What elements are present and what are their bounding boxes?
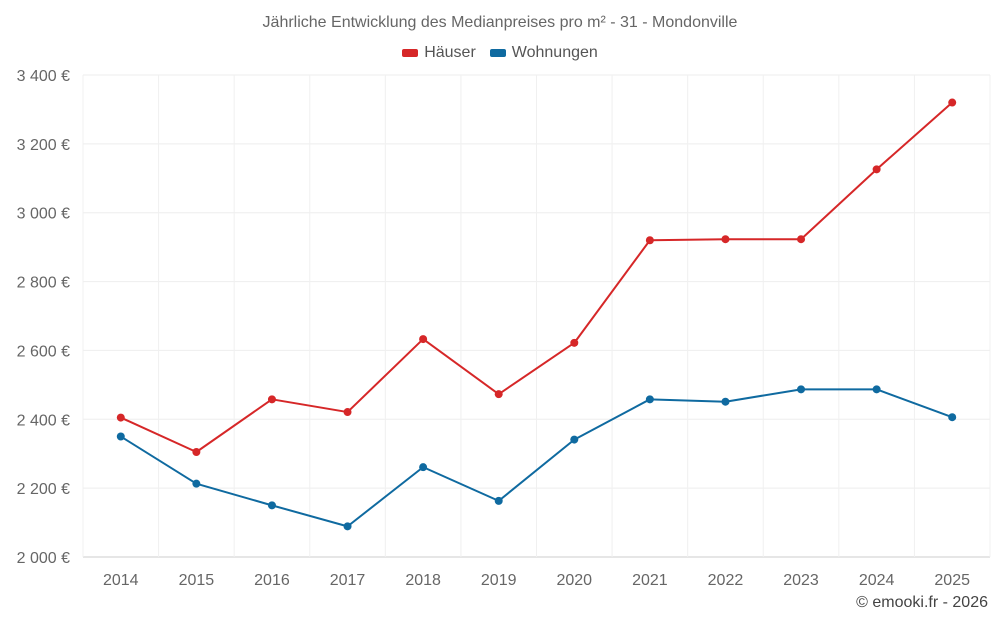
x-tick-label: 2016 bbox=[254, 572, 290, 589]
x-tick-label: 2017 bbox=[330, 572, 366, 589]
x-tick-label: 2025 bbox=[934, 572, 970, 589]
data-point-wohnungen bbox=[948, 413, 957, 422]
data-point-haeuser bbox=[721, 235, 730, 244]
data-point-haeuser bbox=[267, 395, 276, 404]
data-point-haeuser bbox=[570, 338, 579, 347]
series-line-haeuser bbox=[120, 101, 953, 453]
x-tick-label: 2018 bbox=[405, 572, 441, 589]
y-tick-label: 2 800 € bbox=[17, 275, 70, 292]
y-tick-label: 2 000 € bbox=[17, 550, 70, 567]
y-tick-label: 3 400 € bbox=[17, 68, 70, 85]
data-point-wohnungen bbox=[343, 522, 352, 531]
legend-swatch-wohnungen bbox=[489, 49, 506, 57]
legend-label-haeuser: Häuser bbox=[424, 44, 476, 61]
data-point-haeuser bbox=[645, 236, 654, 245]
data-point-wohnungen bbox=[267, 501, 276, 510]
data-point-wohnungen bbox=[419, 463, 428, 472]
x-tick-label: 2024 bbox=[859, 572, 895, 589]
data-point-wohnungen bbox=[192, 479, 201, 488]
legend-item-wohnungen[interactable]: Wohnungen bbox=[489, 44, 598, 62]
y-tick-label: 2 200 € bbox=[17, 481, 70, 498]
x-tick-label: 2020 bbox=[556, 572, 592, 589]
data-point-wohnungen bbox=[797, 385, 806, 394]
legend-label-wohnungen: Wohnungen bbox=[511, 44, 598, 61]
data-point-haeuser bbox=[872, 165, 881, 174]
data-point-wohnungen bbox=[872, 385, 881, 394]
data-point-haeuser bbox=[494, 390, 503, 399]
x-tick-label: 2015 bbox=[179, 572, 215, 589]
data-point-wohnungen bbox=[116, 432, 125, 441]
chart-legend: Häuser Wohnungen bbox=[0, 44, 1000, 62]
x-tick-label: 2023 bbox=[783, 572, 819, 589]
y-tick-label: 2 400 € bbox=[17, 412, 70, 429]
data-point-wohnungen bbox=[494, 496, 503, 505]
y-tick-label: 2 600 € bbox=[17, 343, 70, 360]
data-point-haeuser bbox=[419, 335, 428, 344]
x-tick-label: 2014 bbox=[103, 572, 139, 589]
x-tick-label: 2022 bbox=[708, 572, 744, 589]
data-point-haeuser bbox=[797, 235, 806, 244]
series-line-wohnungen bbox=[120, 388, 953, 528]
x-tick-label: 2019 bbox=[481, 572, 517, 589]
y-tick-label: 3 200 € bbox=[17, 137, 70, 154]
y-tick-label: 3 000 € bbox=[17, 206, 70, 223]
data-point-wohnungen bbox=[721, 397, 730, 406]
data-point-haeuser bbox=[948, 98, 957, 107]
data-point-wohnungen bbox=[570, 435, 579, 444]
data-point-haeuser bbox=[343, 408, 352, 417]
data-point-haeuser bbox=[192, 447, 201, 456]
data-point-haeuser bbox=[116, 413, 125, 422]
data-point-wohnungen bbox=[645, 395, 654, 404]
chart-title: Jährliche Entwicklung des Medianpreises … bbox=[262, 14, 738, 31]
credit-text: © emooki.fr - 2026 bbox=[856, 594, 988, 611]
legend-item-haeuser[interactable]: Häuser bbox=[402, 44, 476, 62]
legend-swatch-haeuser bbox=[402, 49, 419, 57]
x-tick-label: 2021 bbox=[632, 572, 668, 589]
